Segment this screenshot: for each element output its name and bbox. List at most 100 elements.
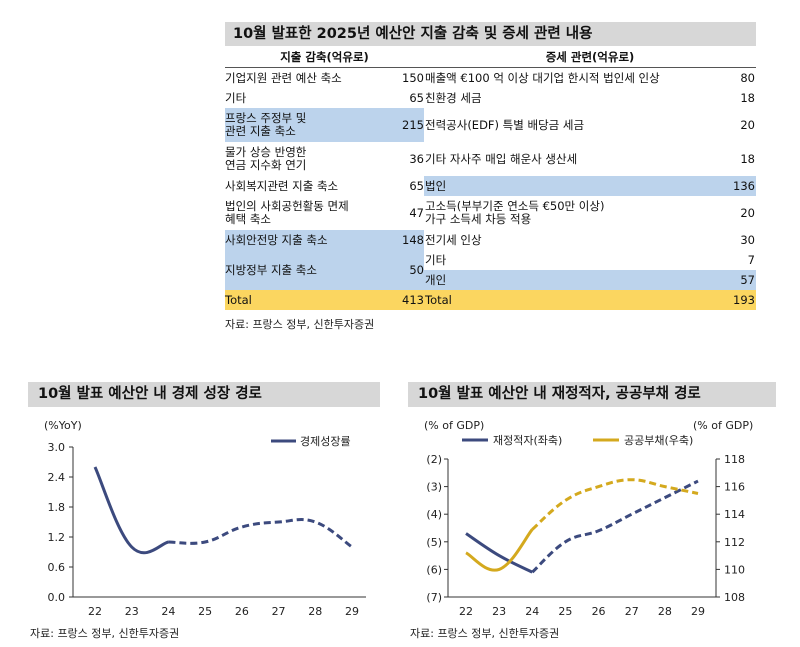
spending-cell-label: 지방정부 지출 축소 [225,263,317,277]
x-tick-label: 28 [658,605,672,618]
tax-cell-label: 전기세 인상 [425,232,482,247]
tax-cell-label-line: 전력공사(EDF) 특별 배당금 세금 [425,117,585,132]
spending-cell-label-line: 혜택 축소 [225,212,271,226]
growth-chart-title: 10월 발표 예산안 내 경제 성장 경로 [28,382,380,407]
tax-cell-label: 개인 [425,272,447,287]
y-tick-label: 1.2 [48,531,66,544]
table-row-group: 사회안전망 지출 축소 148 지방정부 지출 축소 50 전기세 인상 30 기타 7 개인 5… [225,230,756,290]
tax-cell: 기타 자사주 매입 해운사 생산세 18 [424,142,756,176]
spending-column: 사회안전망 지출 축소 148 지방정부 지출 축소 50 [225,230,424,290]
spending-cell-value: 150 [402,70,424,85]
spending-cell-value: 47 [409,205,424,220]
y-tick-label: 0.6 [48,561,66,574]
x-tick-label: 25 [558,605,572,618]
spending-cell: 물가 상승 반영한 연금 지수화 연기 36 [225,142,424,176]
spending-cell-value: 148 [402,233,424,247]
growth-series-solid-line [93,466,169,555]
tax-cell-value: 20 [740,117,755,132]
x-tick-label: 22 [88,605,102,618]
spending-cell-label: 물가 상승 반영한 연금 지수화 연기 [225,142,384,176]
y-tick-label: 1.8 [48,501,66,514]
table-row: 기타 65 친환경 세금 18 [225,88,756,108]
deficit-debt-chart-source: 자료: 프랑스 정부, 신한투자증권 [410,627,560,640]
tax-cell-label-line: 매출액 €100 억 이상 대기업 한시적 법인세 인상 [425,70,660,85]
growth-chart-panel: 10월 발표 예산안 내 경제 성장 경로 (%YoY) 3.0 2.4 1.8 1.2… [28,382,380,642]
x-tick-label: 27 [625,605,639,618]
spending-cell-label: 법인의 사회공헌활동 면제 혜택 축소 [225,196,384,230]
y-tick-label: 0.0 [48,591,66,604]
deficit-series-projection-line [531,479,699,574]
left-y-tick-label: (4) [426,508,442,521]
total-tax-cell-label-line: Total [425,292,452,307]
header-tax-increase: 증세 관련(억유로) [545,50,635,64]
tax-cell-label: 기타 [425,252,447,267]
spending-cell-label: 프랑스 주정부 및 관련 지출 축소 [225,108,384,142]
tax-cell-value: 18 [740,151,755,166]
y-tick-label: 2.4 [48,471,66,484]
table-row: 물가 상승 반영한 연금 지수화 연기 36 기타 자사주 매입 해운사 생산세 18 [225,142,756,176]
growth-chart: (%YoY) 3.0 2.4 1.8 1.2 0.6 0.0 22 23 24 25 26 27 28 29… [44,419,366,618]
x-tick-label: 29 [691,605,705,618]
left-y-tick-label: (7) [426,591,442,604]
spending-cell-value: 50 [409,263,424,277]
table-row: 기업지원 관련 예산 축소 150 매출액 €100 억 이상 대기업 한시적 법인… [225,68,756,88]
spending-cell-label-line: 사회복지관련 지출 축소 [225,178,339,193]
x-tick-label: 26 [592,605,606,618]
spending-cell: 지방정부 지출 축소 50 [225,251,424,290]
tax-cell-value: 136 [733,178,755,193]
tax-cell-label: 법인 [424,176,696,196]
table-source: 자료: 프랑스 정부, 신한투자증권 [225,318,375,331]
tax-cell-label: 기타 자사주 매입 해운사 생산세 [424,142,696,176]
spending-cell-value: 215 [402,117,424,132]
deficit-debt-chart-title: 10월 발표 예산안 내 재정적자, 공공부채 경로 [408,382,776,407]
y-axis-label: (%YoY) [44,419,82,432]
tax-cell: 기타 7 [424,250,756,270]
growth-chart-source: 자료: 프랑스 정부, 신한투자증권 [30,627,180,640]
x-tick-label: 24 [161,605,175,618]
spending-cell-value: 65 [409,178,424,193]
spending-cell: 기타 65 [225,88,424,108]
tax-cell: 매출액 €100 억 이상 대기업 한시적 법인세 인상 80 [424,68,756,88]
tax-column: 전기세 인상 30 기타 7 개인 57 [424,230,756,290]
left-y-axis-label: (% of GDP) [424,419,484,432]
x-tick-label: 23 [492,605,506,618]
spending-cell: 기업지원 관련 예산 축소 150 [225,68,424,88]
growth-series-projection-line [168,518,353,549]
deficit-series-solid-line [465,532,533,574]
spending-cell-label-line: 연금 지수화 연기 [225,158,307,172]
left-y-tick-label: (2) [426,453,442,466]
tax-cell-label: 전력공사(EDF) 특별 배당금 세금 [424,108,696,142]
left-y-tick-label: (5) [426,536,442,549]
right-y-tick-label: 118 [724,453,745,466]
x-tick-label: 24 [525,605,539,618]
tax-cell-value: 20 [740,205,755,220]
x-tick-label: 27 [272,605,286,618]
total-tax-cell: Total 193 [424,290,756,310]
total-tax-cell-value: 193 [733,292,755,307]
table-title: 10월 발표한 2025년 예산안 지출 감축 및 증세 관련 내용 [225,22,756,46]
spending-cell-label: 사회안전망 지출 축소 [225,233,328,247]
legend-label-debt: 공공부채(우축) [624,434,693,447]
tax-cell: 친환경 세금 18 [424,88,756,108]
spending-cell-label-line: 물가 상승 반영한 [225,145,307,159]
right-y-tick-label: 110 [724,563,745,576]
total-tax-cell-label: Total [424,290,696,310]
spending-cell-label-line: 관련 지출 축소 [225,124,296,138]
spending-cell-label-line: 기타 [225,90,247,105]
y-tick-label: 3.0 [48,441,66,454]
right-y-tick-label: 112 [724,536,745,549]
tax-cell: 전력공사(EDF) 특별 배당금 세금 20 [424,108,756,142]
left-y-tick-label: (6) [426,563,442,576]
spending-cell: 사회안전망 지출 축소 148 [225,230,424,251]
right-y-tick-label: 108 [724,591,745,604]
spending-cell-label: 사회복지관련 지출 축소 [225,176,384,196]
tax-cell: 개인 57 [424,270,756,290]
x-tick-label: 28 [308,605,322,618]
tax-cell-value: 30 [740,232,755,247]
x-tick-label: 23 [125,605,139,618]
x-tick-label: 22 [459,605,473,618]
deficit-debt-chart-panel: 10월 발표 예산안 내 재정적자, 공공부채 경로 (% of GDP) (% … [408,382,776,642]
x-tick-label: 29 [345,605,359,618]
total-spending-cell-label: Total [225,290,384,310]
tax-cell-label-line: 기타 자사주 매입 해운사 생산세 [425,151,578,166]
